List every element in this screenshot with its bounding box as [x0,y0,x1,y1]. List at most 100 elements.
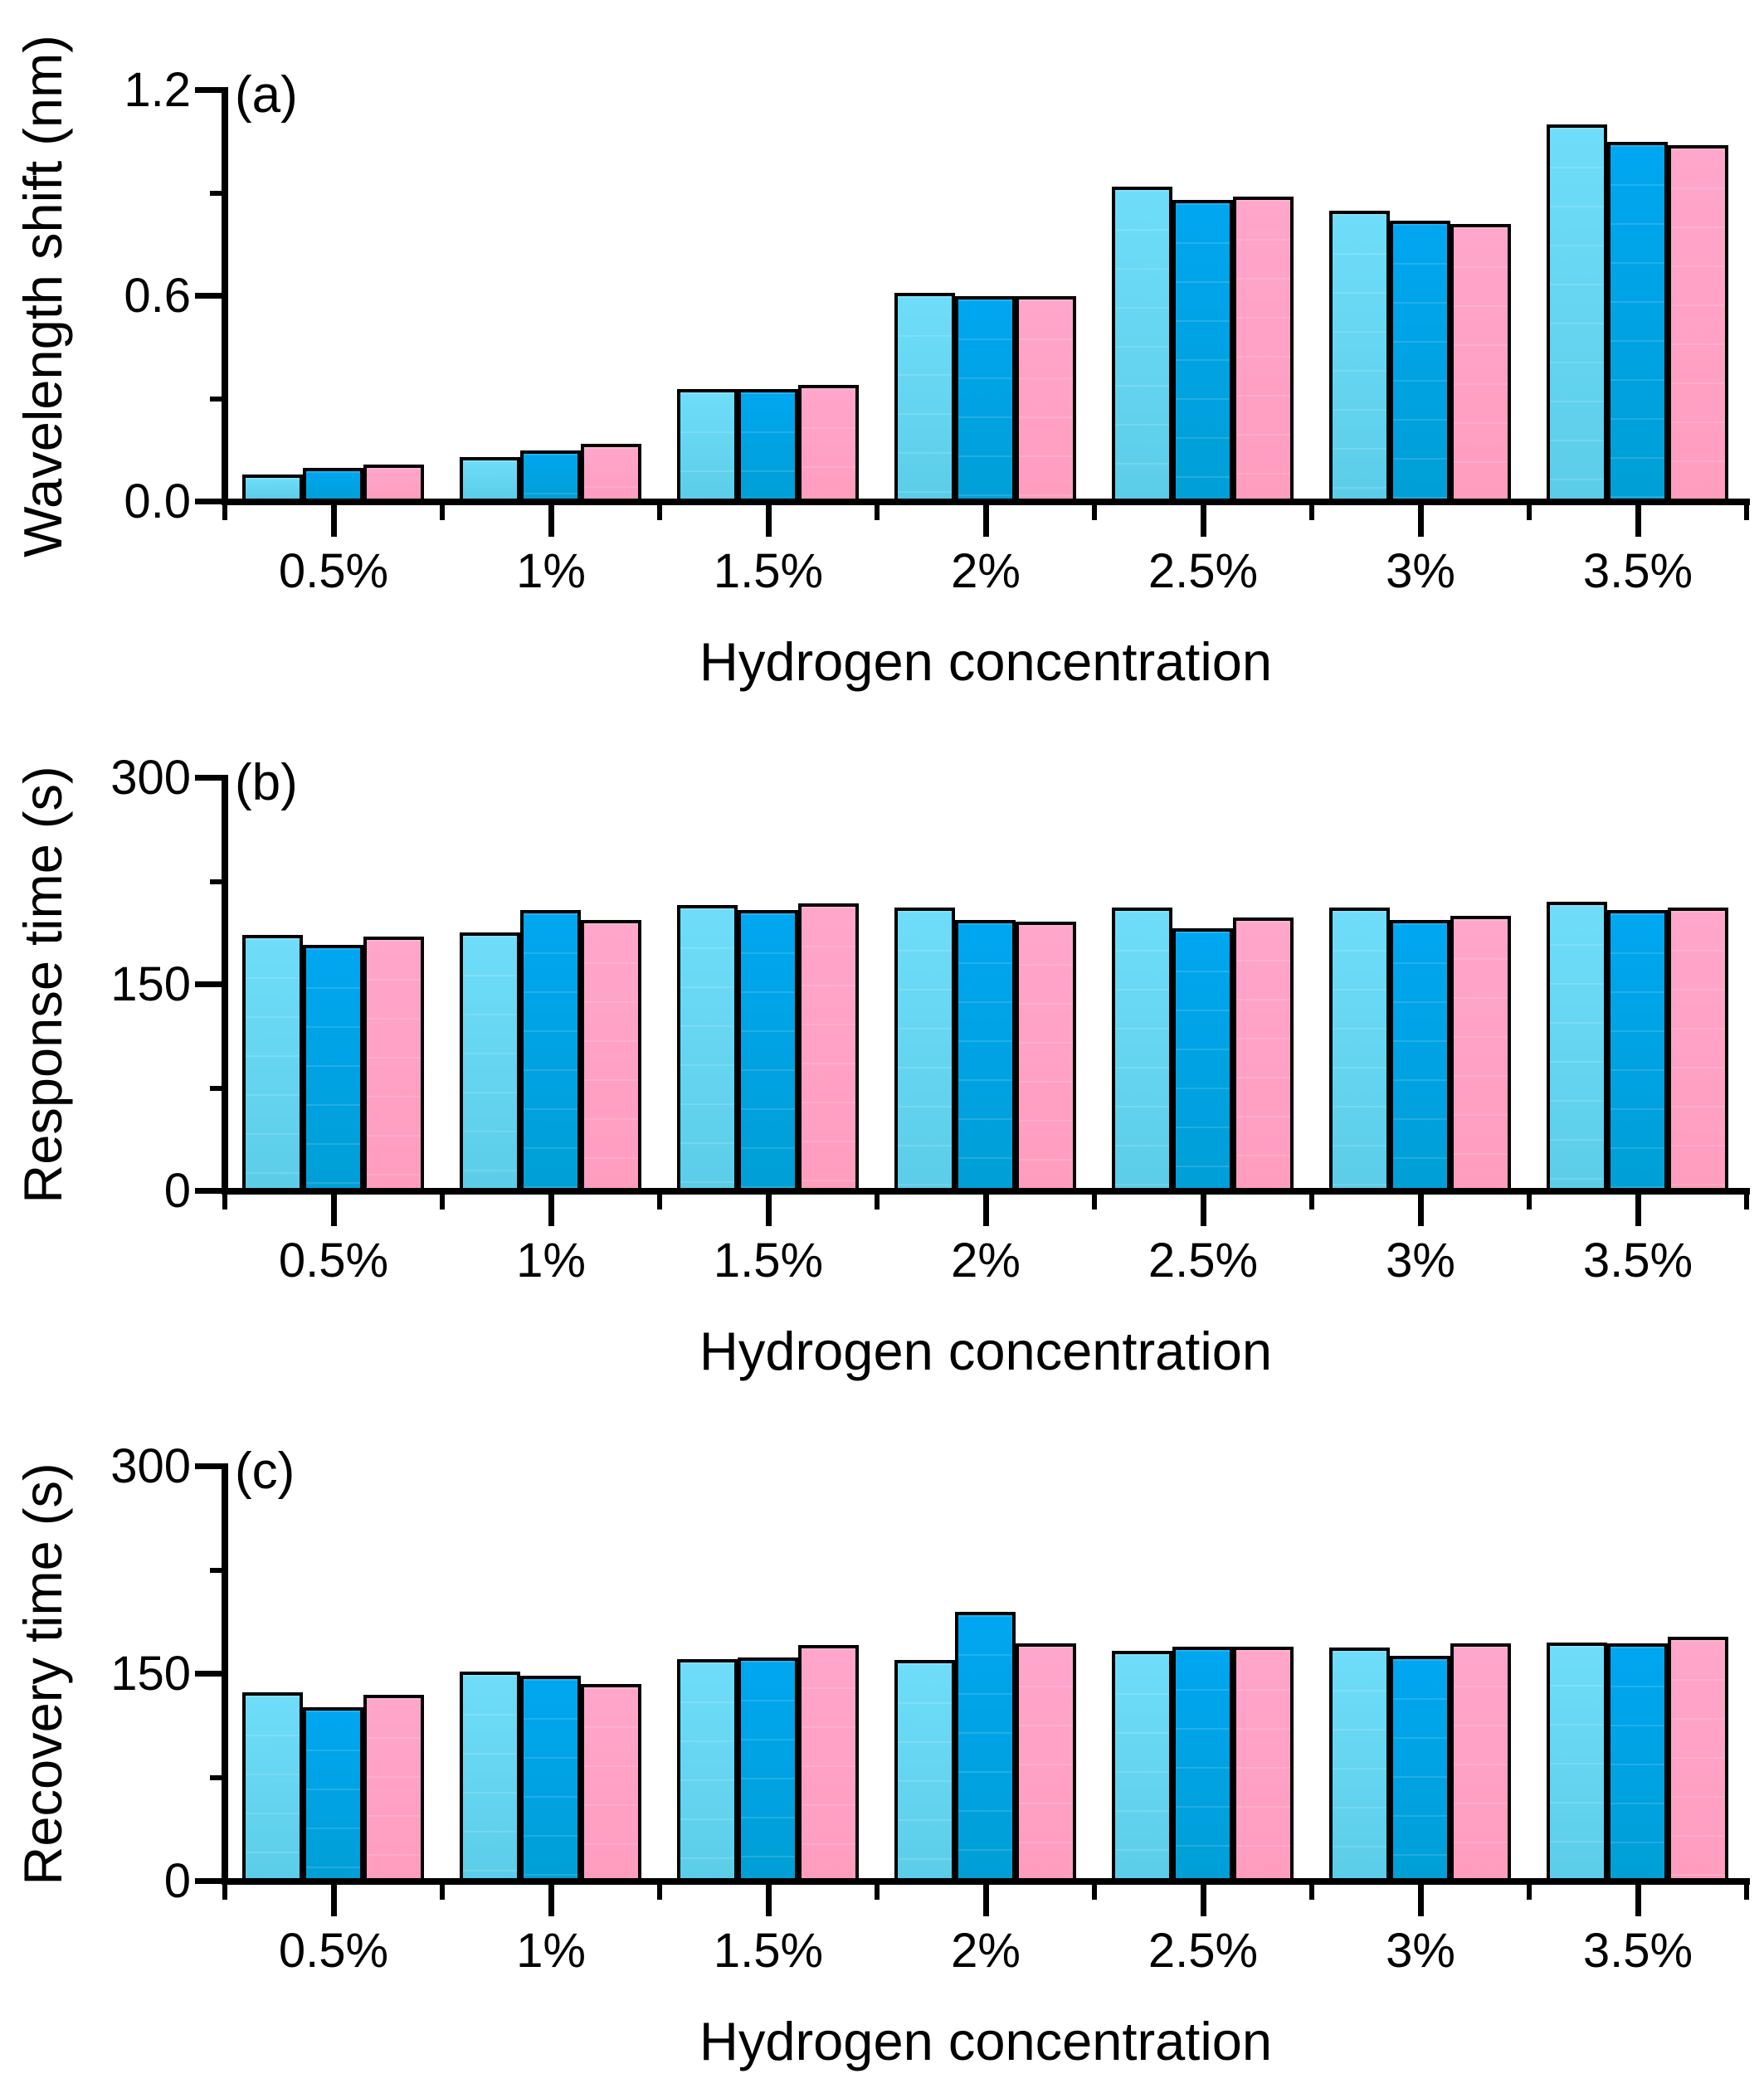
x-minor-tick [1527,1191,1532,1210]
x-minor-tick [657,1191,662,1210]
x-axis-title-a: Hydrogen concentration [699,631,1273,692]
blue-bar [1390,920,1450,1191]
x-minor-tick [1309,1191,1314,1210]
x-major-tick [982,502,989,537]
x-major-tick [765,502,772,537]
x-minor-tick [657,502,662,520]
blue-bar [303,1707,363,1881]
x-minor-tick [1744,1191,1749,1210]
x-minor-tick [440,1881,445,1900]
y-minor-tick [210,191,225,196]
x-tick-label: 0.5% [278,1234,389,1287]
x-minor-tick [1309,502,1314,520]
x-tick-label: 1.5% [713,1234,824,1287]
light-blue-bar [242,475,303,502]
light-blue-bar [1112,908,1172,1191]
x-tick-label: 0.5% [278,1924,389,1978]
light-blue-bar [1329,1648,1390,1881]
x-major-tick [1417,502,1424,537]
pink-bar [1016,1643,1076,1881]
light-blue-bar [1112,187,1172,502]
light-blue-bar [1329,211,1390,502]
x-axis [222,499,1750,505]
pink-bar [1668,145,1728,502]
light-blue-bar [242,1692,303,1881]
x-tick-label: 2.5% [1148,1924,1259,1978]
x-major-tick [548,1881,554,1916]
x-minor-tick [440,1191,445,1210]
x-major-tick [1417,1881,1424,1916]
x-major-tick [1200,1191,1206,1226]
x-major-tick [1635,502,1641,537]
y-major-tick [195,1188,225,1194]
pink-bar [1016,922,1076,1191]
x-minor-tick [875,1191,880,1210]
x-tick-label: 1.5% [713,1924,824,1978]
x-tick-label: 1% [516,1234,586,1287]
x-minor-tick [222,1881,227,1900]
y-major-tick [195,1463,225,1469]
light-blue-bar [677,905,738,1191]
x-minor-tick [1527,502,1532,520]
x-minor-tick [222,1191,227,1210]
blue-bar [738,1657,798,1881]
blue-bar [520,910,581,1191]
y-tick-label: 0 [163,1164,191,1218]
pink-bar [363,1695,424,1881]
x-tick-label: 3.5% [1582,1234,1693,1287]
light-blue-bar [894,293,955,502]
pink-bar [1450,916,1511,1191]
y-axis-title-b: Response time (s) [12,766,73,1204]
light-blue-bar [242,935,303,1191]
pink-bar [1233,918,1294,1191]
x-minor-tick [875,502,880,520]
y-axis [222,1463,228,1885]
light-blue-bar [1329,908,1390,1191]
light-blue-bar [1547,1643,1607,1881]
x-tick-label: 1% [516,1924,586,1978]
x-axis [222,1188,1750,1195]
blue-bar [738,910,798,1191]
y-minor-tick [210,1775,225,1780]
pink-bar [798,903,859,1191]
panel-letter-a: (a) [235,66,298,124]
y-tick-label: 300 [110,1439,191,1493]
blue-bar [520,1676,581,1881]
x-minor-tick [657,1881,662,1900]
y-tick-label: 0 [163,1854,191,1908]
x-tick-label: 2% [951,544,1021,598]
pink-bar [363,465,424,502]
blue-bar [955,296,1016,502]
y-minor-tick [210,879,225,884]
light-blue-bar [1547,124,1607,502]
x-axis-title-c: Hydrogen concentration [699,2011,1273,2071]
x-minor-tick [1092,1191,1097,1210]
x-major-tick [330,1191,337,1226]
light-blue-bar [894,1660,955,1881]
x-minor-tick [1744,502,1749,520]
x-tick-label: 1.5% [713,544,824,598]
panel-letter-c: (c) [235,1443,295,1500]
y-major-tick [195,499,225,504]
x-tick-label: 3% [1386,544,1455,598]
x-major-tick [765,1881,772,1916]
blue-bar [303,468,363,502]
blue-bar [1172,928,1233,1191]
x-tick-label: 3.5% [1582,544,1693,598]
y-axis-title-a: Wavelength shift (nm) [12,35,73,557]
pink-bar [363,937,424,1191]
pink-bar [581,920,641,1191]
x-major-tick [1200,502,1206,537]
x-axis [222,1878,1750,1885]
x-tick-label: 2% [951,1924,1021,1978]
blue-bar [520,450,581,502]
x-minor-tick [440,502,445,520]
y-tick-label: 150 [110,957,191,1011]
pink-bar [1668,1637,1728,1881]
blue-bar [1607,142,1668,502]
y-major-tick [195,1671,225,1677]
x-major-tick [1635,1881,1641,1916]
x-major-tick [1635,1191,1641,1226]
